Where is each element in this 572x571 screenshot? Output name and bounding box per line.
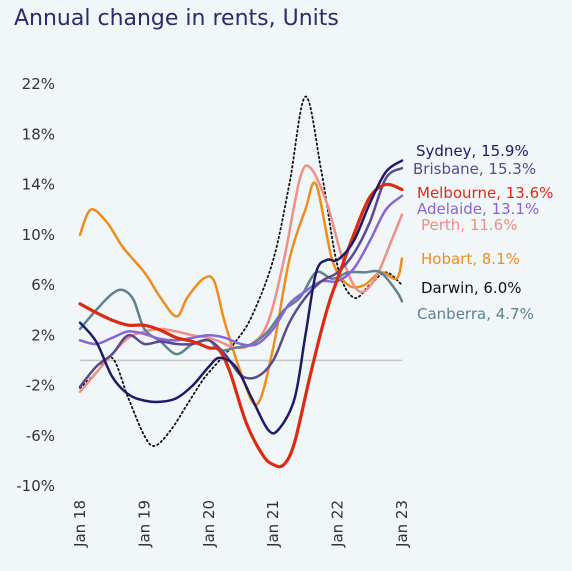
x-tick-label: Jan 22: [329, 500, 347, 548]
x-tick-label: Jan 18: [71, 500, 89, 548]
series-layer: [78, 95, 404, 469]
end-label-darwin: Darwin, 6.0%: [421, 279, 522, 297]
end-label-sydney: Sydney, 15.9%: [416, 142, 529, 160]
end-label-perth: Perth, 11.6%: [421, 216, 517, 234]
end-labels-layer: Darwin, 6.0% Hobart, 8.1% Perth, 11.6% Canb…: [413, 142, 553, 323]
x-tick-label: Jan 19: [135, 500, 153, 548]
x-tick-label: Jan 21: [264, 500, 282, 548]
end-label-canberra: Canberra, 4.7%: [417, 305, 534, 323]
series-line-sydney: [78, 159, 404, 435]
y-tick-label: 14%: [22, 176, 55, 194]
chart-title: Annual change in rents, Units: [14, 6, 339, 31]
series-line-melbourne: [78, 182, 404, 469]
x-tick-label: Jan 23: [393, 500, 411, 548]
y-tick-label: 18%: [22, 125, 55, 143]
end-label-brisbane: Brisbane, 15.3%: [413, 160, 536, 178]
series-line-darwin: [79, 95, 403, 447]
series-line-brisbane: [78, 166, 404, 389]
y-tick-label: -6%: [26, 427, 55, 445]
x-tick-label: Jan 20: [200, 500, 218, 548]
y-tick-label: 2%: [31, 326, 55, 344]
series-line-canberra: [78, 269, 404, 356]
end-label-melbourne: Melbourne, 13.6%: [417, 184, 553, 202]
end-label-hobart: Hobart, 8.1%: [421, 250, 520, 268]
series-line-perth: [78, 164, 404, 394]
y-tick-label: 10%: [22, 226, 55, 244]
series-line-adelaide: [78, 194, 404, 347]
y-tick-label: 6%: [31, 276, 55, 294]
axes-layer: 22% 18% 14% 10% 6% 2% -2% -6% -10% Jan 18 Jan 19 Ja…: [16, 75, 411, 548]
y-tick-label: -10%: [16, 477, 55, 495]
end-label-adelaide: Adelaide, 13.1%: [417, 200, 539, 218]
y-tick-label: -2%: [26, 377, 55, 395]
y-tick-label: 22%: [22, 75, 55, 93]
